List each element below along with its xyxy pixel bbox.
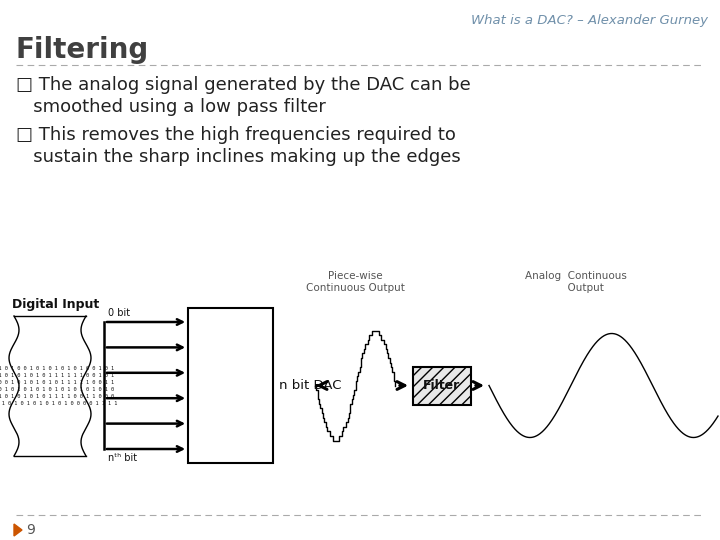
Text: nᵗʰ bit: nᵗʰ bit [108,453,137,463]
Text: 9: 9 [26,523,35,537]
Text: 0 1 1 0 1 0 0 1 0 1 0 1 0 1 0 1 0 0 1 0 1
1 0 1 0 1 0 1 0 1 0 1 1 1 1 1 1 0 0 1 : 0 1 1 0 1 0 0 1 0 1 0 1 0 1 0 1 0 0 1 0 … [0,366,117,406]
Bar [413,367,471,404]
Text: Digital Input: Digital Input [12,298,99,311]
Text: Piece-wise
Continuous Output: Piece-wise Continuous Output [305,271,405,293]
Text: □ This removes the high frequencies required to: □ This removes the high frequencies requ… [16,126,456,144]
Text: smoothed using a low pass filter: smoothed using a low pass filter [16,98,326,116]
Bar [188,308,273,463]
Text: Filtering: Filtering [16,36,149,64]
Polygon shape [14,524,22,536]
Text: n bit DAC: n bit DAC [279,379,341,392]
Text: Filter: Filter [423,379,461,392]
Text: Analog  Continuous
      Output: Analog Continuous Output [525,271,627,293]
Text: sustain the sharp inclines making up the edges: sustain the sharp inclines making up the… [16,148,461,166]
Text: □ The analog signal generated by the DAC can be: □ The analog signal generated by the DAC… [16,76,471,94]
Text: 0 bit: 0 bit [108,308,130,318]
Text: What is a DAC? – Alexander Gurney: What is a DAC? – Alexander Gurney [471,14,708,27]
